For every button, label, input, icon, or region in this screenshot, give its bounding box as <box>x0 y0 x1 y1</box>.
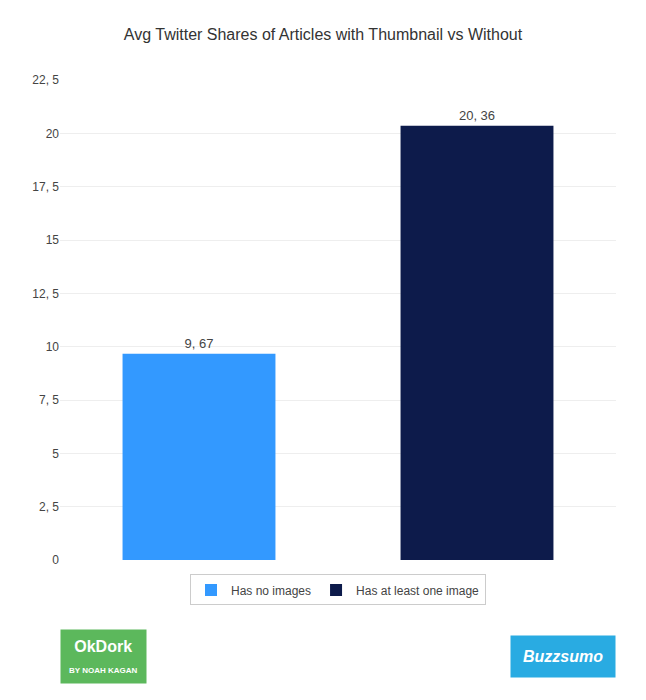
svg-text:22, 5: 22, 5 <box>32 73 59 87</box>
svg-text:5: 5 <box>52 447 59 461</box>
svg-text:15: 15 <box>46 233 60 247</box>
svg-text:12, 5: 12, 5 <box>32 287 59 301</box>
svg-text:Avg Twitter Shares of Articles: Avg Twitter Shares of Articles with Thum… <box>124 26 523 43</box>
svg-text:0: 0 <box>52 553 59 567</box>
svg-text:Buzzsumo: Buzzsumo <box>523 648 603 665</box>
svg-text:Has no images: Has no images <box>231 584 311 598</box>
svg-text:20, 36: 20, 36 <box>459 108 495 123</box>
svg-text:Has at least one image: Has at least one image <box>356 584 479 598</box>
svg-text:9, 67: 9, 67 <box>185 336 214 351</box>
svg-text:OkDorkBY NOAH KAGAN: OkDorkBY NOAH KAGAN <box>69 638 138 675</box>
svg-text:10: 10 <box>46 340 60 354</box>
svg-text:20: 20 <box>46 127 60 141</box>
svg-text:7, 5: 7, 5 <box>39 393 59 407</box>
svg-text:17, 5: 17, 5 <box>32 180 59 194</box>
svg-text:2, 5: 2, 5 <box>39 500 59 514</box>
